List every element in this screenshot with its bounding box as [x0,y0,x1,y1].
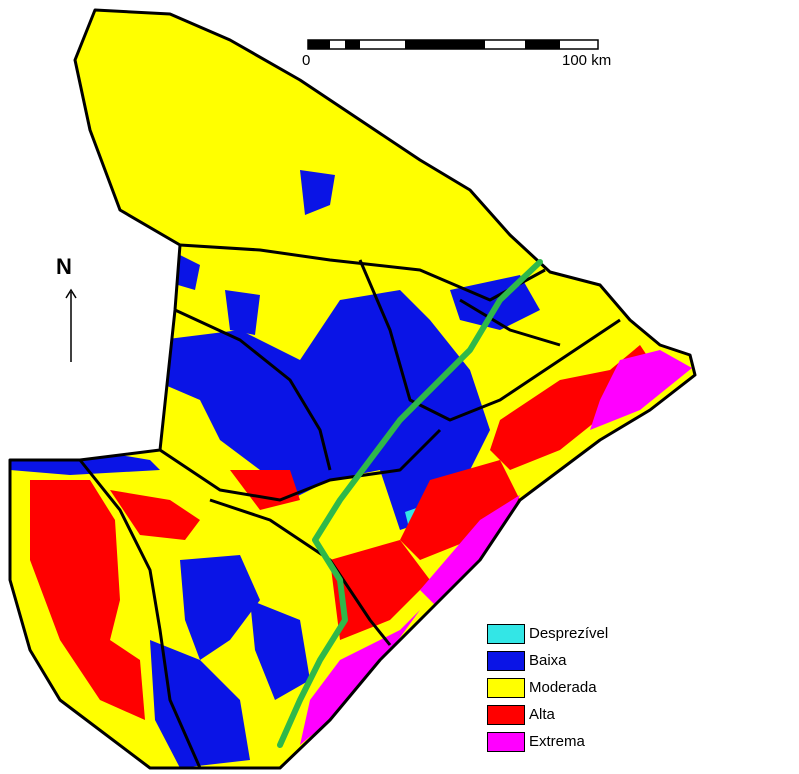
baixa-area [178,255,200,290]
state-border [8,8,697,770]
basin-line [159,428,442,502]
legend-swatch [487,623,525,644]
extrema-area [420,495,520,610]
legend-item-alta: Alta [487,701,637,728]
basin-line [358,259,621,422]
alta-area [30,480,145,720]
river [277,259,543,748]
alta-area [490,345,650,470]
scale-end-label: 100 km [562,52,612,69]
north-arrow-icon [65,288,77,362]
legend-item-desprezivel: Desprezível [487,620,637,647]
baixa-area [225,290,260,335]
north-label: N [56,254,72,279]
extrema-area [590,350,692,430]
legend-item-baixa: Baixa [487,647,637,674]
baixa-area [160,290,490,530]
basin-line [459,298,561,347]
scale-bar [307,39,599,50]
alta-area [110,490,200,540]
legend-swatch [487,704,525,725]
legend-label: Alta [529,706,555,723]
alta-area [330,540,430,640]
basin-line [174,308,332,471]
legend: Desprezível Baixa Moderada Alta Extrema [487,620,637,755]
legend-swatch [487,650,525,671]
alta-area [400,460,520,560]
baixa-area [150,640,250,768]
baixa-area [180,555,260,660]
legend-swatch [487,731,525,752]
baixa-area [250,600,310,700]
baixa-area [300,170,335,215]
legend-label: Extrema [529,733,585,750]
legend-label: Baixa [529,652,567,669]
legend-item-extrema: Extrema [487,728,637,755]
baixa-area [450,275,540,330]
legend-swatch [487,677,525,698]
legend-label: Desprezível [529,625,609,642]
basin-line [78,459,202,769]
basin-line [179,243,546,302]
legend-label: Moderada [529,679,597,696]
scale-start-label: 0 [302,52,311,69]
legend-item-moderada: Moderada [487,674,637,701]
